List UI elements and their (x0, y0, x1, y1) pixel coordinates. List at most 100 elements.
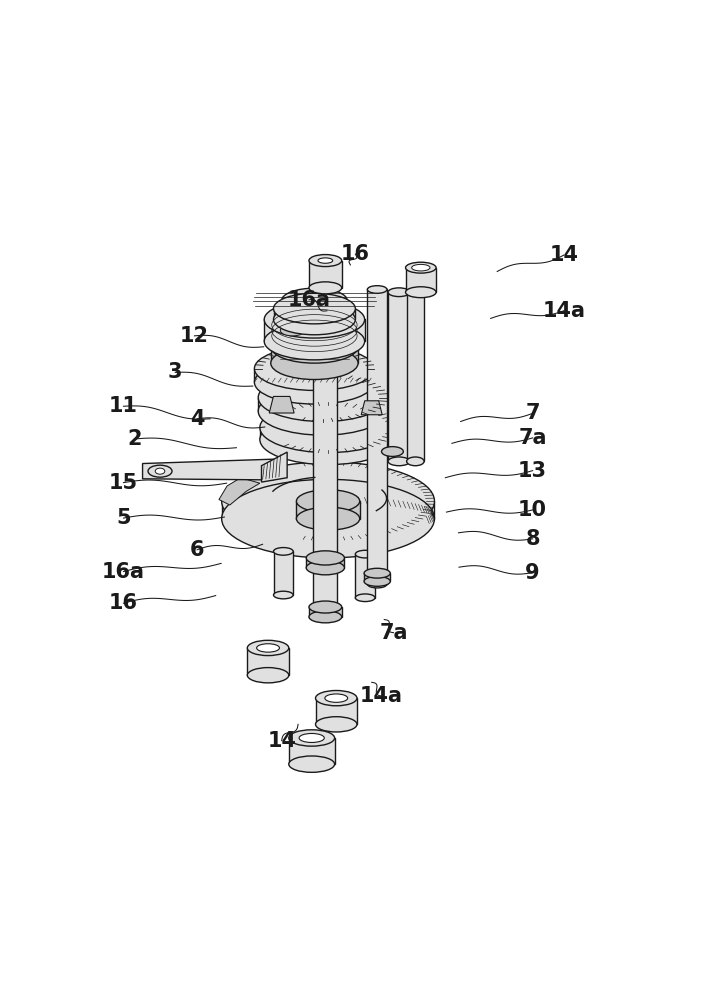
Ellipse shape (309, 282, 341, 294)
Text: 7a: 7a (518, 428, 547, 448)
Ellipse shape (306, 551, 344, 565)
Ellipse shape (280, 325, 305, 336)
Text: 4: 4 (190, 409, 204, 429)
Polygon shape (254, 369, 375, 382)
Ellipse shape (407, 457, 424, 466)
Ellipse shape (271, 330, 358, 363)
Polygon shape (219, 478, 260, 505)
Polygon shape (289, 738, 334, 764)
Ellipse shape (222, 479, 434, 558)
Polygon shape (364, 573, 390, 581)
Polygon shape (315, 698, 357, 724)
Polygon shape (247, 648, 289, 675)
Polygon shape (269, 396, 294, 413)
Polygon shape (306, 558, 344, 568)
Polygon shape (273, 309, 356, 319)
Ellipse shape (325, 694, 348, 702)
Text: 16a: 16a (287, 290, 330, 310)
Text: 16: 16 (109, 593, 138, 613)
Ellipse shape (406, 287, 436, 298)
Polygon shape (388, 292, 410, 461)
Text: 9: 9 (525, 563, 540, 583)
Text: 12: 12 (180, 326, 209, 346)
Polygon shape (264, 319, 365, 341)
Text: 11: 11 (109, 396, 138, 416)
Ellipse shape (260, 414, 396, 465)
Text: 14a: 14a (360, 686, 403, 706)
Polygon shape (261, 452, 287, 482)
Ellipse shape (367, 580, 387, 588)
Text: 8: 8 (525, 529, 540, 549)
Text: 16a: 16a (102, 562, 145, 582)
Text: 5: 5 (116, 508, 131, 528)
Polygon shape (309, 261, 341, 288)
Ellipse shape (222, 462, 434, 540)
Polygon shape (406, 268, 436, 292)
Ellipse shape (247, 640, 289, 656)
Polygon shape (313, 263, 337, 617)
Polygon shape (296, 501, 360, 519)
Polygon shape (222, 501, 434, 519)
Ellipse shape (148, 465, 172, 477)
Polygon shape (361, 401, 382, 415)
Ellipse shape (254, 347, 375, 390)
Ellipse shape (364, 576, 390, 586)
Ellipse shape (356, 594, 375, 602)
Ellipse shape (356, 550, 375, 558)
Text: 15: 15 (109, 473, 138, 493)
Polygon shape (271, 347, 358, 363)
Ellipse shape (273, 304, 356, 335)
Ellipse shape (264, 301, 365, 338)
Ellipse shape (257, 644, 279, 652)
Ellipse shape (289, 730, 334, 746)
Ellipse shape (273, 548, 293, 555)
Ellipse shape (309, 601, 341, 613)
Text: 6: 6 (190, 540, 204, 560)
Ellipse shape (155, 468, 165, 474)
Polygon shape (258, 398, 387, 411)
Ellipse shape (388, 457, 410, 466)
Ellipse shape (412, 264, 430, 271)
Ellipse shape (260, 402, 396, 453)
Ellipse shape (309, 255, 341, 267)
Ellipse shape (258, 374, 387, 422)
Ellipse shape (247, 668, 289, 683)
Ellipse shape (273, 293, 356, 324)
Ellipse shape (382, 447, 403, 456)
Polygon shape (309, 607, 341, 617)
Ellipse shape (282, 288, 347, 313)
Ellipse shape (406, 262, 436, 273)
Text: 14a: 14a (542, 301, 585, 321)
Ellipse shape (296, 490, 360, 513)
Ellipse shape (318, 258, 333, 263)
Ellipse shape (315, 717, 357, 732)
Text: 14: 14 (549, 245, 578, 265)
Polygon shape (407, 292, 424, 461)
Polygon shape (260, 428, 396, 440)
Text: 10: 10 (518, 500, 547, 520)
Ellipse shape (306, 561, 344, 575)
Ellipse shape (273, 591, 293, 599)
Text: 7a: 7a (379, 623, 408, 643)
Text: 13: 13 (518, 461, 547, 481)
Ellipse shape (407, 288, 424, 297)
Text: 3: 3 (168, 362, 182, 382)
Ellipse shape (299, 733, 325, 742)
Ellipse shape (309, 611, 341, 623)
Ellipse shape (364, 568, 390, 578)
Ellipse shape (367, 286, 387, 293)
Ellipse shape (388, 288, 410, 297)
Text: 14: 14 (268, 731, 296, 751)
Ellipse shape (258, 387, 387, 435)
Ellipse shape (264, 323, 365, 360)
Text: 16: 16 (341, 244, 370, 264)
Polygon shape (273, 551, 293, 595)
Polygon shape (142, 459, 273, 480)
Text: 7: 7 (525, 403, 540, 423)
Ellipse shape (313, 612, 337, 621)
Ellipse shape (289, 756, 334, 772)
Text: 2: 2 (127, 429, 142, 449)
Ellipse shape (315, 691, 357, 706)
Ellipse shape (271, 347, 358, 380)
Polygon shape (356, 554, 375, 598)
